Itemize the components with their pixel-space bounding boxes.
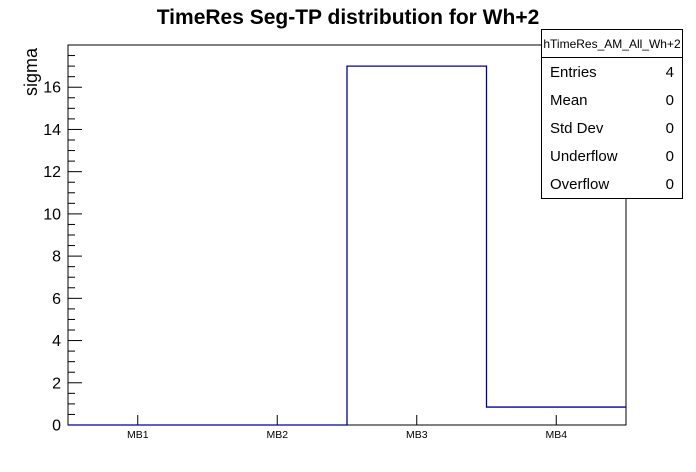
stats-row-stddev: Std Dev 0 [542,114,682,142]
y-tick-label: 4 [52,333,61,350]
y-tick-label: 6 [52,291,61,308]
stat-label: Mean [550,91,588,109]
y-tick-label: 16 [43,80,61,97]
x-tick-label: MB2 [266,429,288,441]
stats-rows: Entries 4 Mean 0 Std Dev 0 Underflow 0 O… [542,58,682,198]
stat-value: 0 [665,147,674,165]
x-tick-label: MB4 [545,429,567,441]
y-tick-label: 2 [52,375,61,392]
stat-label: Std Dev [550,119,604,137]
stat-label: Underflow [550,147,618,165]
stats-row-entries: Entries 4 [542,58,682,86]
x-tick-label: MB3 [406,429,428,441]
stat-value: 0 [665,175,674,193]
stats-box: hTimeRes_AM_All_Wh+2 Entries 4 Mean 0 St… [541,29,683,199]
stat-value: 0 [665,91,674,109]
y-tick-label: 10 [43,206,61,223]
stats-row-mean: Mean 0 [542,86,682,114]
y-tick-label: 8 [52,249,61,266]
stats-row-underflow: Underflow 0 [542,142,682,170]
chart-title: TimeRes Seg-TP distribution for Wh+2 [156,6,540,29]
x-tick-label: MB1 [127,429,149,441]
histogram-line [68,65,626,426]
stats-box-title: hTimeRes_AM_All_Wh+2 [542,30,682,58]
y-tick-label: 12 [43,164,61,181]
stat-value: 4 [665,63,674,81]
stats-row-overflow: Overflow 0 [542,170,682,198]
stat-label: Entries [550,63,597,81]
stat-value: 0 [665,119,674,137]
y-tick-label: 0 [52,418,61,435]
stat-label: Overflow [550,175,610,193]
y-tick-label: 14 [43,122,61,139]
